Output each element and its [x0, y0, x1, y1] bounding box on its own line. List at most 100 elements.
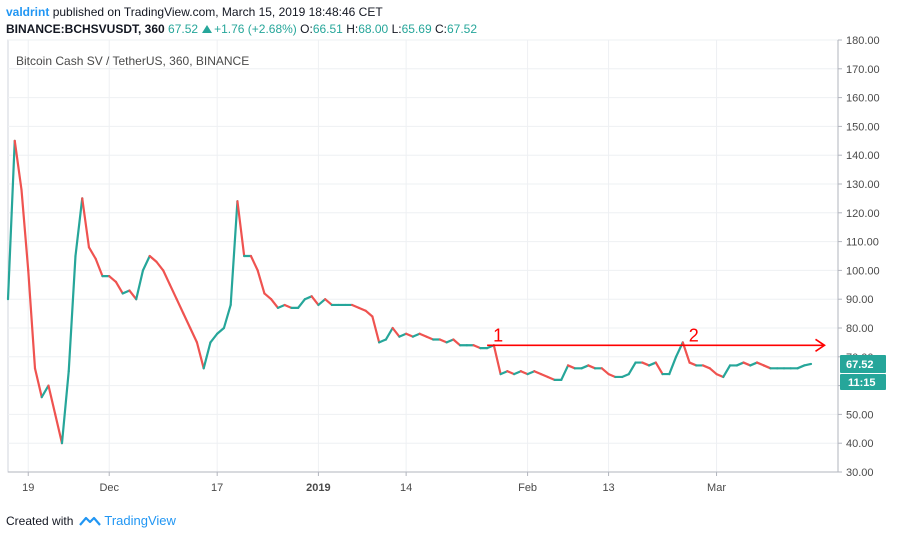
- price-segment: [303, 295, 313, 301]
- price-segment: [803, 362, 813, 367]
- chart-title: Bitcoin Cash SV / TetherUS, 360, BINANCE: [16, 54, 249, 68]
- price-segment: [195, 341, 205, 370]
- price-segment: [566, 364, 576, 370]
- ohlc-low-value: 65.69: [401, 22, 432, 36]
- price-segment: [141, 254, 151, 272]
- ohlc-close-value: 67.52: [446, 22, 477, 36]
- price-segment: [276, 303, 286, 309]
- time-axis[interactable]: 19 Dec 17 2019 14 Feb 13 Mar: [8, 471, 838, 494]
- price-segment: [762, 364, 772, 370]
- price-segment: [755, 361, 765, 367]
- y-tick-label: 160.00: [846, 93, 880, 105]
- price-segment: [418, 332, 428, 338]
- price-segment: [202, 341, 212, 370]
- price-segment: [398, 332, 408, 338]
- price-segment: [324, 298, 334, 307]
- up-arrow-icon: [202, 25, 213, 33]
- price-segment: [216, 326, 226, 335]
- grid: [8, 39, 838, 473]
- price-segment: [148, 254, 158, 263]
- price-segment: [405, 332, 414, 338]
- price-segment: [506, 370, 516, 376]
- price-segment: [189, 326, 199, 344]
- last-price-badge-text: 67.52: [846, 359, 874, 371]
- price-segment: [546, 375, 556, 381]
- tradingview-brand-link[interactable]: TradingView: [104, 513, 176, 528]
- y-tick-label: 90.00: [846, 294, 874, 306]
- price-segment: [162, 269, 172, 286]
- price-segment: [533, 370, 543, 376]
- ohlc-high-label: H:: [346, 22, 359, 36]
- price-segment: [229, 200, 239, 307]
- y-tick-label: 130.00: [846, 179, 880, 191]
- price-segment: [722, 364, 732, 379]
- resistance-arrow-icon: [815, 338, 826, 352]
- price-segment: [627, 361, 637, 376]
- x-tick-label: Mar: [707, 482, 726, 494]
- price-segment: [688, 361, 698, 367]
- price-segment: [391, 326, 401, 338]
- y-tick-label: 150.00: [846, 121, 880, 133]
- ohlc-low-label: L:: [391, 22, 402, 36]
- price-segment: [701, 364, 711, 370]
- price-segment: [20, 188, 30, 272]
- price-segment: [74, 197, 84, 258]
- ohlc-high-value: 68.00: [358, 22, 389, 36]
- ohlc-open-value: 66.51: [312, 22, 343, 36]
- price-segment: [263, 292, 273, 301]
- countdown-badge: [840, 373, 886, 390]
- y-tick-label: 30.00: [846, 467, 874, 479]
- price-segment: [87, 246, 97, 260]
- price-segment: [168, 283, 178, 301]
- published-text: published on TradingView.com, March 15, …: [52, 5, 383, 19]
- y-tick-label: 170.00: [846, 64, 880, 76]
- price-segment: [60, 370, 70, 445]
- price-axis[interactable]: 180.00 170.00 160.00 150.00 140.00 130.00 120.…: [837, 35, 880, 479]
- price-segment: [256, 269, 266, 295]
- price-segment: [411, 332, 421, 338]
- price-segment: [519, 370, 529, 376]
- countdown-badge-text: 11:15: [848, 377, 876, 389]
- x-tick-label: 2019: [306, 482, 330, 494]
- price-segment: [270, 298, 280, 309]
- symbol-bar: BINANCE:BCHSVUSDT, 360 67.52 +1.76 (+2.68…: [6, 22, 477, 36]
- price-segment: [647, 361, 657, 367]
- price-segment: [378, 338, 387, 344]
- x-tick-label: Feb: [518, 482, 537, 494]
- author-link[interactable]: valdrint: [6, 5, 50, 19]
- price-segment: [13, 139, 23, 191]
- y-tick-label: 100.00: [846, 265, 880, 277]
- ohlc-close-label: C:: [434, 22, 447, 36]
- x-tick-label: 13: [602, 482, 614, 494]
- publish-info: valdrint published on TradingView.com, M…: [6, 5, 383, 19]
- y-tick-label: 40.00: [846, 438, 874, 450]
- price-segment: [742, 361, 752, 367]
- price-segment: [108, 275, 118, 284]
- price-segment: [364, 309, 374, 318]
- price-segment: [40, 384, 50, 399]
- y-tick-label: 180.00: [846, 35, 880, 47]
- y-tick-label: 120.00: [846, 208, 880, 220]
- price-segment: [135, 269, 145, 301]
- price-segment: [452, 338, 462, 347]
- y-tick-label: 50.00: [846, 409, 874, 421]
- price-segment: [236, 200, 246, 258]
- x-tick-label: Dec: [99, 482, 119, 494]
- ohlc-open-label: O:: [300, 22, 313, 36]
- price-segment: [155, 260, 165, 272]
- price-segment: [580, 364, 590, 370]
- y-tick-label: 110.00: [846, 237, 879, 249]
- price-segment: [492, 344, 502, 376]
- price-segment: [620, 372, 630, 379]
- price-segment: [128, 289, 138, 301]
- price-segment: [560, 364, 570, 381]
- price-segment: [6, 139, 16, 301]
- symbol-label: BINANCE:BCHSVUSDT, 360: [6, 22, 165, 36]
- price-segment: [796, 364, 806, 370]
- price-segment: [654, 361, 664, 376]
- price-segment: [587, 364, 597, 370]
- created-with-text: Created with: [6, 513, 74, 528]
